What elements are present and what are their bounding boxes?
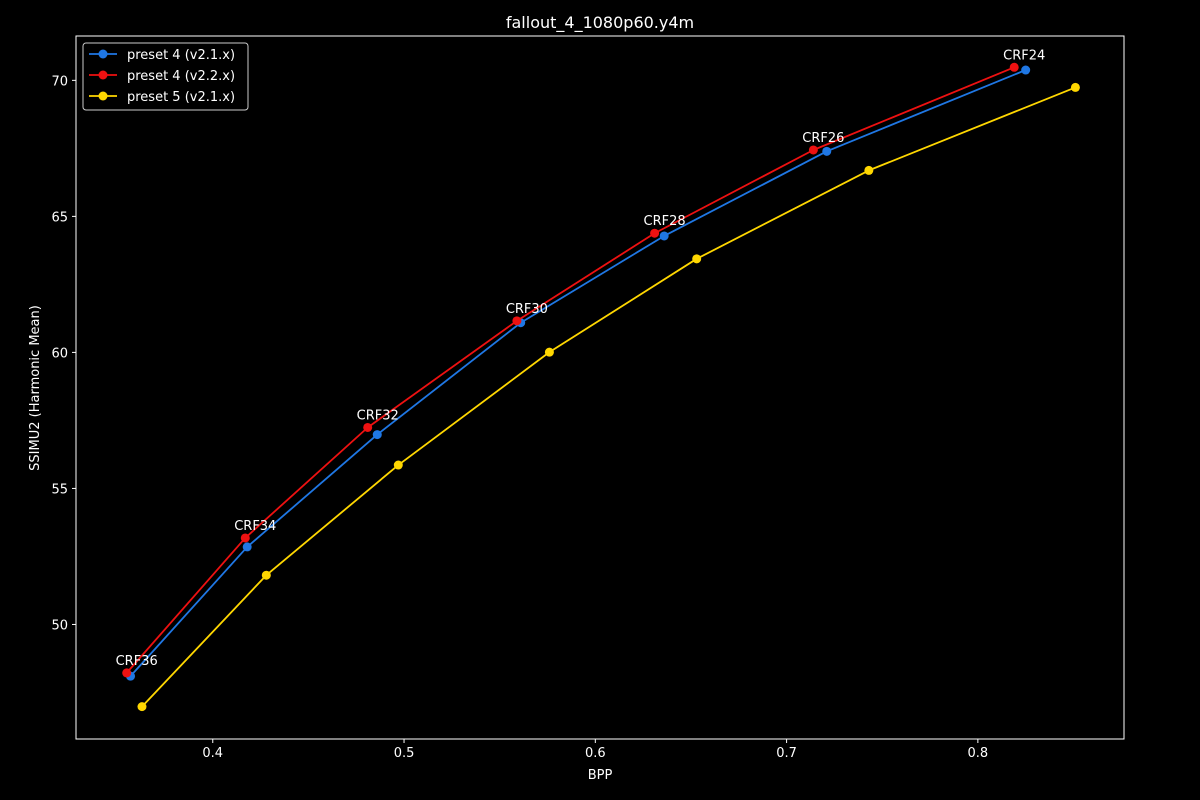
data-point	[650, 228, 660, 238]
data-point	[372, 430, 382, 440]
data-point	[808, 145, 818, 155]
chart-title: fallout_4_1080p60.y4m	[506, 13, 694, 33]
legend-item: preset 5 (v2.1.x)	[89, 90, 235, 105]
crf-annotation: CRF30	[506, 302, 548, 317]
y-tick-label: 60	[51, 346, 68, 361]
data-point	[363, 422, 373, 432]
x-tick-label: 0.5	[394, 746, 415, 761]
crf-annotation: CRF26	[802, 131, 844, 146]
x-axis: 0.4 0.5 0.6 0.7 0.8	[202, 739, 988, 761]
data-point	[864, 165, 874, 175]
legend-box	[82, 42, 249, 111]
crf-annotation: CRF34	[234, 519, 276, 534]
series-3	[137, 82, 1080, 712]
data-point	[240, 533, 250, 543]
data-point	[659, 231, 669, 241]
x-tick-label: 0.8	[968, 746, 989, 761]
annotation-layer: CRF36 CRF34 CRF32 CRF30 CRF28 CRF26 CRF24	[116, 48, 1046, 669]
data-point	[1070, 82, 1080, 92]
legend-swatch-marker	[98, 91, 108, 101]
x-axis-label: BPP	[588, 768, 613, 783]
x-tick-label: 0.4	[202, 746, 223, 761]
data-point	[512, 316, 522, 326]
legend-label: preset 4 (v2.2.x)	[127, 69, 235, 84]
crf-annotation: CRF32	[357, 408, 399, 423]
data-point	[261, 570, 271, 580]
data-point	[137, 702, 147, 712]
legend: preset 4 (v2.1.x) preset 4 (v2.2.x) preset…	[82, 42, 249, 111]
legend-swatch-marker	[98, 70, 108, 80]
y-tick-label: 55	[51, 482, 68, 497]
y-tick-label: 70	[51, 74, 68, 89]
data-point	[1021, 65, 1031, 75]
y-axis: 50 55 60 65 70	[51, 74, 76, 633]
data-point	[242, 542, 252, 552]
data-point	[822, 146, 832, 156]
legend-item: preset 4 (v2.1.x)	[89, 48, 235, 63]
crf-annotation: CRF36	[116, 654, 158, 669]
data-point	[122, 668, 132, 678]
data-point	[1009, 62, 1019, 72]
legend-item: preset 4 (v2.2.x)	[89, 69, 235, 84]
crf-annotation: CRF28	[644, 214, 686, 229]
y-tick-label: 50	[51, 618, 68, 633]
legend-label: preset 4 (v2.1.x)	[127, 48, 235, 63]
data-point	[692, 254, 702, 264]
legend-label: preset 5 (v2.1.x)	[127, 90, 235, 105]
y-tick-label: 65	[51, 210, 68, 225]
series-layer	[122, 62, 1080, 712]
crf-annotation: CRF24	[1003, 48, 1045, 63]
plot-frame	[75, 35, 1125, 740]
legend-swatch-marker	[98, 49, 108, 59]
x-tick-label: 0.7	[776, 746, 797, 761]
series-2	[122, 62, 1019, 678]
y-axis-label: SSIMU2 (Harmonic Mean)	[28, 305, 43, 471]
data-point	[544, 347, 554, 357]
x-tick-label: 0.6	[585, 746, 606, 761]
data-point	[393, 460, 403, 470]
